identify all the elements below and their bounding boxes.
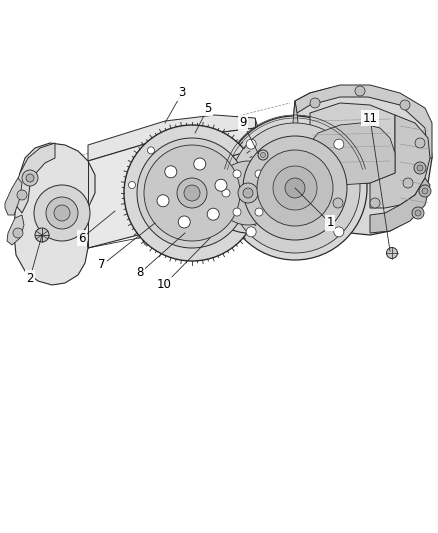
Circle shape <box>215 179 227 191</box>
Circle shape <box>186 216 192 223</box>
Polygon shape <box>370 178 430 233</box>
Circle shape <box>310 98 320 108</box>
Circle shape <box>207 208 219 220</box>
Polygon shape <box>85 128 258 248</box>
Polygon shape <box>295 85 432 158</box>
Circle shape <box>186 147 192 154</box>
Polygon shape <box>14 143 95 285</box>
Circle shape <box>22 170 38 186</box>
Circle shape <box>238 183 258 203</box>
Circle shape <box>285 178 305 198</box>
Circle shape <box>273 166 317 210</box>
Circle shape <box>355 86 365 96</box>
Circle shape <box>415 210 421 216</box>
Circle shape <box>258 150 268 160</box>
Circle shape <box>246 139 256 149</box>
Circle shape <box>144 145 240 241</box>
Circle shape <box>26 174 34 182</box>
Circle shape <box>257 150 333 226</box>
Circle shape <box>243 136 347 240</box>
Polygon shape <box>142 230 158 245</box>
Circle shape <box>216 161 280 225</box>
Circle shape <box>370 198 380 208</box>
Circle shape <box>137 138 247 248</box>
Polygon shape <box>14 143 55 213</box>
Text: 3: 3 <box>178 86 186 100</box>
Polygon shape <box>7 215 24 245</box>
Circle shape <box>124 125 260 261</box>
Polygon shape <box>292 88 432 235</box>
Circle shape <box>266 189 274 197</box>
Circle shape <box>333 198 343 208</box>
Circle shape <box>184 185 200 201</box>
Circle shape <box>400 100 410 110</box>
Text: 7: 7 <box>98 259 106 271</box>
Ellipse shape <box>138 149 202 221</box>
Circle shape <box>415 138 425 148</box>
Circle shape <box>230 123 360 253</box>
Text: 9: 9 <box>239 117 247 130</box>
Circle shape <box>46 197 78 229</box>
Circle shape <box>194 158 206 170</box>
Polygon shape <box>189 151 222 169</box>
Text: 11: 11 <box>363 111 378 125</box>
Circle shape <box>334 227 344 237</box>
Circle shape <box>334 139 344 149</box>
Circle shape <box>178 216 190 228</box>
Circle shape <box>417 165 423 171</box>
Circle shape <box>422 188 428 194</box>
Polygon shape <box>310 103 395 185</box>
Circle shape <box>34 185 90 241</box>
Polygon shape <box>88 115 258 161</box>
Polygon shape <box>292 101 305 213</box>
Circle shape <box>414 162 426 174</box>
Polygon shape <box>370 115 430 208</box>
Circle shape <box>246 227 256 237</box>
Circle shape <box>157 195 169 207</box>
Circle shape <box>35 228 49 242</box>
Circle shape <box>419 185 431 197</box>
Circle shape <box>17 190 27 200</box>
Text: 6: 6 <box>78 231 86 245</box>
Circle shape <box>13 228 23 238</box>
Circle shape <box>233 170 241 178</box>
Circle shape <box>205 182 212 189</box>
Polygon shape <box>310 123 395 185</box>
Circle shape <box>165 166 177 178</box>
Circle shape <box>233 208 241 216</box>
Text: 1: 1 <box>326 216 334 230</box>
Circle shape <box>177 178 207 208</box>
Circle shape <box>412 207 424 219</box>
Circle shape <box>255 208 263 216</box>
Circle shape <box>261 152 265 157</box>
Circle shape <box>223 116 367 260</box>
Circle shape <box>128 182 135 189</box>
Circle shape <box>208 153 288 233</box>
Circle shape <box>222 189 230 197</box>
Text: 5: 5 <box>204 101 212 115</box>
Circle shape <box>54 205 70 221</box>
Circle shape <box>255 170 263 178</box>
Circle shape <box>386 247 398 259</box>
Circle shape <box>148 147 155 154</box>
Text: 8: 8 <box>136 266 144 279</box>
Text: 10: 10 <box>156 279 171 292</box>
Circle shape <box>243 188 253 198</box>
Polygon shape <box>5 178 22 215</box>
Circle shape <box>148 216 155 223</box>
Text: 2: 2 <box>26 271 34 285</box>
Circle shape <box>403 178 413 188</box>
